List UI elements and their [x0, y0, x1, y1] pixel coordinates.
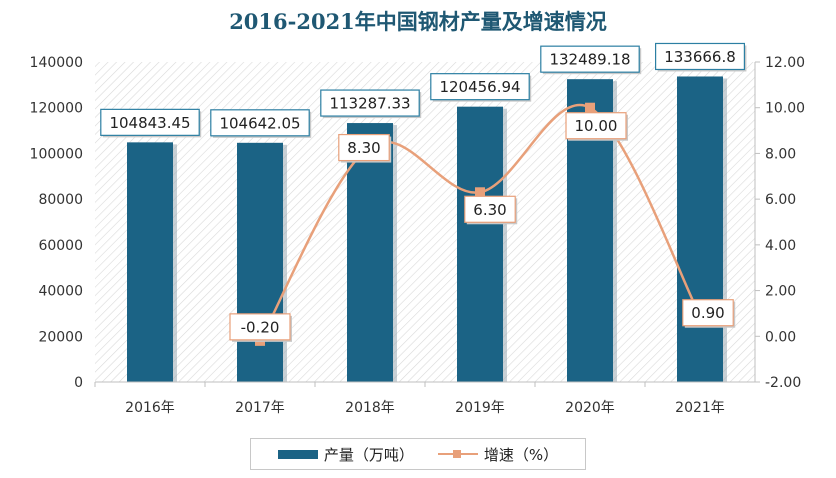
legend-bar-swatch [277, 449, 318, 459]
right-tick-label: 0.00 [765, 329, 796, 345]
legend-line-swatch [437, 448, 478, 460]
chart-title: 2016-2021年中国钢材产量及增速情况 [229, 9, 607, 34]
x-tick-label: 2017年 [235, 400, 285, 416]
growth-value-label-box [338, 133, 390, 162]
growth-value-label: 6.30 [473, 201, 506, 219]
growth-value-label: 8.30 [347, 139, 380, 157]
x-tick-label: 2020年 [565, 400, 615, 416]
bar [457, 106, 503, 382]
right-tick-label: -2.00 [765, 375, 801, 391]
x-tick-label: 2016年 [125, 400, 175, 416]
bar [237, 142, 283, 382]
left-tick-label: 60000 [38, 238, 83, 254]
bar-value-label-box [540, 45, 640, 73]
bar-value-label-box [430, 73, 530, 101]
bar-value-label-box [100, 108, 200, 136]
growth-value-label: -0.20 [241, 318, 280, 336]
legend-line-label: 增速（%） [483, 445, 559, 464]
bar-value-label: 104642.05 [219, 114, 300, 132]
growth-value-label-box [229, 313, 291, 341]
right-tick-label: 4.00 [765, 238, 796, 254]
left-tick-label: 0 [74, 375, 83, 391]
x-tick-label: 2018年 [345, 400, 395, 416]
left-tick-label: 120000 [30, 101, 83, 117]
bar-value-label: 113287.33 [329, 95, 410, 113]
right-tick-label: 2.00 [765, 284, 796, 300]
plot-area [95, 62, 755, 382]
x-tick-label: 2021年 [675, 400, 725, 416]
bar [347, 123, 393, 383]
bar-value-label-box [210, 109, 310, 137]
growth-value-label: 10.00 [575, 117, 618, 135]
bar-value-label-box [654, 42, 745, 71]
left-tick-label: 40000 [38, 284, 83, 300]
chart-legend: 产量（万吨） 增速（%） [250, 438, 586, 470]
bar [677, 76, 723, 382]
growth-value-label-box [464, 195, 516, 223]
left-tick-label: 100000 [30, 146, 83, 162]
chart-svg: 0 20000 40000 60000 80000 100000 120000 140000 -… [30, 42, 805, 416]
growth-value-label-box [565, 112, 627, 140]
growth-value-label-box [682, 299, 734, 327]
growth-point [475, 187, 485, 198]
left-tick-label: 140000 [30, 55, 83, 71]
growth-point [585, 102, 595, 113]
right-tick-label: 10.00 [765, 101, 805, 117]
bar [127, 142, 173, 382]
left-tick-label: 80000 [38, 192, 83, 208]
left-tick-label: 20000 [38, 329, 83, 345]
legend-item-line: 增速（%） [437, 444, 559, 465]
right-tick-label: 12.00 [765, 55, 805, 71]
bar-value-label: 120456.94 [439, 78, 520, 96]
x-tick-label: 2019年 [455, 400, 505, 416]
bar-value-label: 133666.8 [664, 48, 736, 66]
right-tick-label: 6.00 [765, 192, 796, 208]
right-tick-label: 8.00 [765, 146, 796, 162]
legend-bar-label: 产量（万吨） [323, 445, 414, 464]
bar-value-label-box [320, 89, 420, 117]
bar-value-label: 132489.18 [549, 51, 630, 69]
growth-value-label: 0.90 [691, 304, 724, 322]
legend-item-bar: 产量（万吨） [277, 444, 414, 465]
bar-value-label: 104843.45 [109, 114, 190, 132]
